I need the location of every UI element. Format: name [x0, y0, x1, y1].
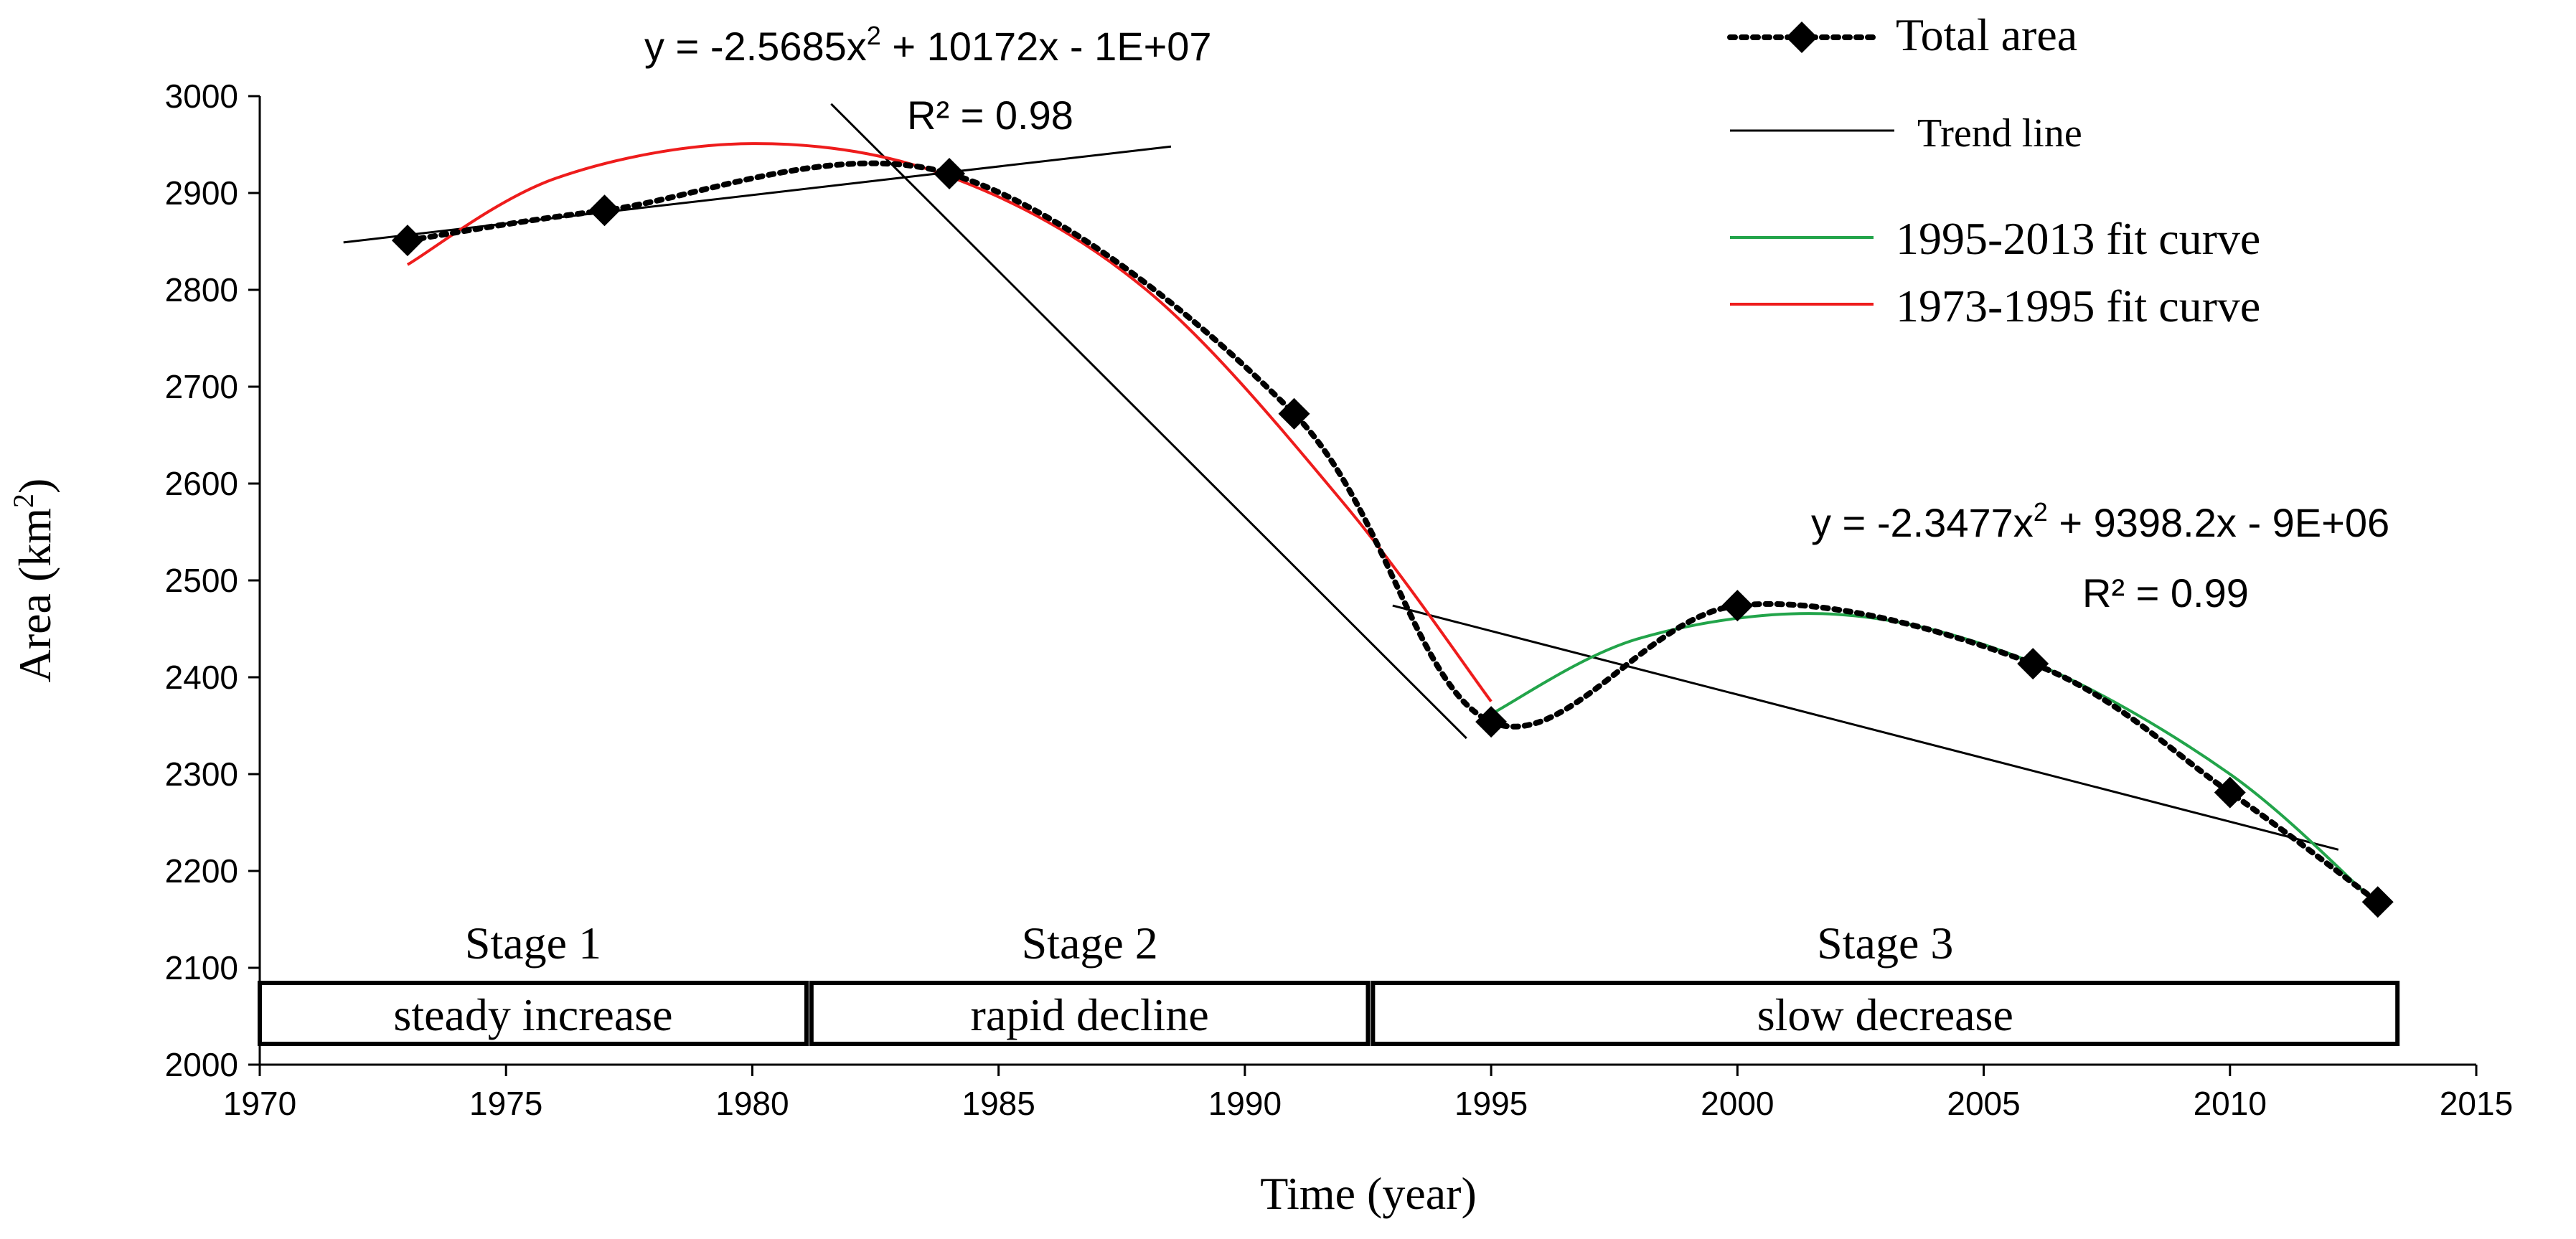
fit2-r2: R² = 0.99	[2082, 570, 2249, 616]
stage-3-box	[1371, 981, 2400, 1046]
y-tick-label-2400: 2400	[165, 659, 238, 696]
fit2-equation-main: y = -2.3477x	[1811, 500, 2034, 545]
x-tick-label-1995: 1995	[1454, 1085, 1528, 1122]
legend-label-fit-1995-2013: 1995-2013 fit curve	[1896, 213, 2260, 264]
fit2-equation-sup: 2	[2034, 497, 2048, 527]
y-axis-ticks: 2000 2100 2200 2300 2400 2500 2600 2700 2800 2900…	[165, 77, 260, 1083]
legend-item-trend-line: Trend line	[1730, 111, 2082, 156]
stage-1-title: Stage 1	[465, 918, 601, 969]
fit1-equation-rest: + 10172x - 1E+07	[881, 24, 1212, 69]
x-tick-label-1980: 1980	[715, 1085, 789, 1122]
fit1-equation-sup: 2	[867, 21, 881, 50]
legend-diamond-marker-icon	[1786, 22, 1818, 53]
x-tick-label-2005: 2005	[1947, 1085, 2020, 1122]
stage-2-box	[809, 981, 1371, 1046]
x-tick-label-2015: 2015	[2440, 1085, 2513, 1122]
y-axis-title-main: Area (km	[9, 508, 60, 682]
legend-label-trend-line: Trend line	[1917, 111, 2082, 156]
y-axis-title-sup: 2	[7, 494, 39, 508]
stage-1-label: steady increase	[393, 989, 672, 1040]
stage-2-label: rapid decline	[971, 989, 1209, 1040]
x-tick-label-1975: 1975	[469, 1085, 542, 1122]
stage-3-label: slow decrease	[1757, 989, 2013, 1040]
y-tick-label-2200: 2200	[165, 852, 238, 890]
y-tick-label-2800: 2800	[165, 271, 238, 308]
fit-curve-1973-1995	[406, 142, 1493, 702]
total-area-point-1991	[1278, 397, 1310, 430]
y-tick-label-2600: 2600	[165, 465, 238, 502]
total-area-markers	[391, 158, 2394, 918]
total-area-point-1973	[391, 225, 423, 257]
fit1-equation: y = -2.5685x2 + 10172x - 1E+07	[644, 21, 1212, 69]
x-axis-title: Time (year)	[1260, 1168, 1477, 1219]
trend-line-segment-3	[1392, 604, 2339, 851]
y-tick-label-2700: 2700	[165, 368, 238, 405]
x-axis-ticks: 1970 1975 1980 1985 1990 1995 2000 2005 2010 2015	[223, 1065, 2513, 1122]
total-area-point-1984	[934, 158, 966, 189]
fit1-r2: R² = 0.98	[907, 93, 1073, 138]
y-tick-label-2900: 2900	[165, 174, 238, 212]
stage-1-box	[258, 981, 809, 1046]
y-tick-label-2500: 2500	[165, 562, 238, 599]
y-tick-label-2000: 2000	[165, 1046, 238, 1083]
legend-item-fit-1973-1995: 1973-1995 fit curve	[1730, 281, 2260, 331]
y-tick-label-2300: 2300	[165, 755, 238, 793]
total-area-point-2006	[2017, 648, 2049, 680]
legend: Total area Trend line 1995-2013 fit curv…	[1727, 9, 2260, 331]
fit1-equation-main: y = -2.5685x	[644, 24, 867, 69]
stage-3-title: Stage 3	[1817, 918, 1953, 969]
x-tick-label-2000: 2000	[1701, 1085, 1774, 1122]
stage-2-title: Stage 2	[1022, 918, 1158, 969]
legend-item-fit-1995-2013: 1995-2013 fit curve	[1730, 213, 2260, 264]
y-tick-label-3000: 3000	[165, 77, 238, 115]
legend-label-total-area: Total area	[1896, 9, 2077, 60]
legend-item-total-area: Total area	[1727, 9, 2077, 60]
total-area-line	[404, 160, 2381, 905]
x-tick-label-1985: 1985	[962, 1085, 1035, 1122]
y-axis-title-close: )	[9, 479, 60, 494]
x-tick-label-1990: 1990	[1208, 1085, 1282, 1122]
total-area-point-2000	[1721, 590, 1754, 622]
y-axis-title: Area (km2)	[7, 479, 60, 683]
legend-label-fit-1973-1995: 1973-1995 fit curve	[1896, 281, 2260, 331]
total-area-point-2013	[2361, 886, 2394, 918]
fit2-equation: y = -2.3477x2 + 9398.2x - 9E+06	[1811, 497, 2389, 545]
total-area-point-2010	[2214, 776, 2246, 809]
fit2-equation-rest: + 9398.2x - 9E+06	[2048, 500, 2389, 545]
trend-line-segment-2	[830, 103, 1467, 740]
stage-boxes: steady increase Stage 1 rapid decline Stage…	[258, 918, 2400, 1046]
total-area-point-1995	[1475, 706, 1508, 738]
x-tick-label-2010: 2010	[2194, 1085, 2267, 1122]
fit-curve-1995-2013	[1490, 612, 2379, 906]
total-area-point-1977	[588, 194, 621, 227]
x-tick-label-1970: 1970	[223, 1085, 296, 1122]
y-tick-label-2100: 2100	[165, 949, 238, 986]
